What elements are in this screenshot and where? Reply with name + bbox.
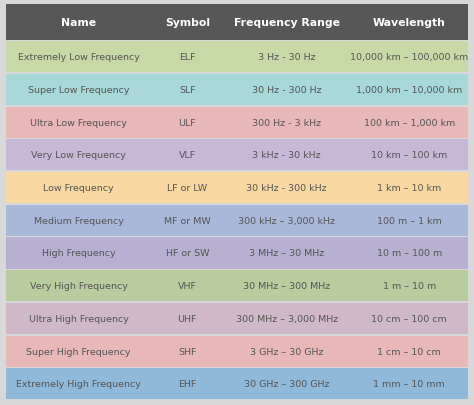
Bar <box>223 42 350 73</box>
Text: 10,000 km – 100,000 km: 10,000 km – 100,000 km <box>350 53 468 62</box>
Text: 300 kHz – 3,000 kHz: 300 kHz – 3,000 kHz <box>238 216 335 225</box>
Bar <box>151 75 223 106</box>
Text: 1 km – 10 km: 1 km – 10 km <box>377 183 441 193</box>
Text: Extremely High Frequency: Extremely High Frequency <box>16 379 141 388</box>
Text: VHF: VHF <box>178 281 197 290</box>
Bar <box>151 368 223 399</box>
Bar <box>350 75 468 106</box>
Bar <box>6 42 151 73</box>
Bar <box>350 205 468 236</box>
Text: Extremely Low Frequency: Extremely Low Frequency <box>18 53 139 62</box>
Text: MF or MW: MF or MW <box>164 216 210 225</box>
Text: HF or SW: HF or SW <box>165 249 209 258</box>
Text: 3 GHz – 30 GHz: 3 GHz – 30 GHz <box>250 347 323 356</box>
Bar <box>223 238 350 269</box>
Bar <box>223 75 350 106</box>
Bar <box>151 173 223 204</box>
Bar <box>6 107 151 139</box>
Bar <box>6 173 151 204</box>
Bar <box>6 271 151 301</box>
Text: 30 MHz – 300 MHz: 30 MHz – 300 MHz <box>243 281 330 290</box>
Text: VLF: VLF <box>179 151 196 160</box>
Bar <box>151 238 223 269</box>
Text: 3 Hz - 30 Hz: 3 Hz - 30 Hz <box>258 53 316 62</box>
Text: SLF: SLF <box>179 86 196 95</box>
Bar <box>151 205 223 236</box>
Text: UHF: UHF <box>178 314 197 323</box>
Text: ULF: ULF <box>178 118 196 127</box>
Bar <box>350 238 468 269</box>
Text: 30 Hz - 300 Hz: 30 Hz - 300 Hz <box>252 86 321 95</box>
Text: Medium Frequency: Medium Frequency <box>34 216 124 225</box>
Bar <box>223 271 350 301</box>
Bar <box>6 140 151 171</box>
Text: SHF: SHF <box>178 347 196 356</box>
Bar <box>350 140 468 171</box>
Bar <box>350 336 468 367</box>
Bar <box>223 140 350 171</box>
Bar <box>350 368 468 399</box>
Text: 10 cm – 100 cm: 10 cm – 100 cm <box>372 314 447 323</box>
Text: 10 km – 100 km: 10 km – 100 km <box>371 151 447 160</box>
Bar <box>223 107 350 139</box>
Bar <box>6 205 151 236</box>
Bar <box>350 271 468 301</box>
Text: 3 kHz - 30 kHz: 3 kHz - 30 kHz <box>253 151 321 160</box>
Text: 1 mm – 10 mm: 1 mm – 10 mm <box>374 379 445 388</box>
Bar <box>151 271 223 301</box>
Bar <box>350 42 468 73</box>
Bar <box>223 368 350 399</box>
Bar <box>223 336 350 367</box>
Text: 1 cm – 10 cm: 1 cm – 10 cm <box>377 347 441 356</box>
Bar <box>151 140 223 171</box>
Bar <box>350 5 468 41</box>
Bar <box>6 238 151 269</box>
Bar <box>350 107 468 139</box>
Text: Symbol: Symbol <box>165 18 210 28</box>
Text: Low Frequency: Low Frequency <box>43 183 114 193</box>
Bar <box>350 173 468 204</box>
Bar <box>151 303 223 334</box>
Bar <box>6 5 151 41</box>
Text: Wavelength: Wavelength <box>373 18 446 28</box>
Text: Very High Frequency: Very High Frequency <box>29 281 128 290</box>
Text: Ultra Low Frequency: Ultra Low Frequency <box>30 118 127 127</box>
Bar <box>151 336 223 367</box>
Text: Super Low Frequency: Super Low Frequency <box>28 86 129 95</box>
Text: 3 MHz – 30 MHz: 3 MHz – 30 MHz <box>249 249 324 258</box>
Bar <box>151 5 223 41</box>
Text: Ultra High Frequency: Ultra High Frequency <box>28 314 128 323</box>
Bar <box>6 303 151 334</box>
Text: Frequency Range: Frequency Range <box>234 18 340 28</box>
Bar <box>151 107 223 139</box>
Text: 1,000 km – 10,000 km: 1,000 km – 10,000 km <box>356 86 463 95</box>
Bar <box>223 173 350 204</box>
Text: 100 km – 1,000 km: 100 km – 1,000 km <box>364 118 455 127</box>
Text: 300 MHz – 3,000 MHz: 300 MHz – 3,000 MHz <box>236 314 338 323</box>
Text: EHF: EHF <box>178 379 196 388</box>
Text: 10 m – 100 m: 10 m – 100 m <box>377 249 442 258</box>
Bar <box>6 368 151 399</box>
Bar <box>6 336 151 367</box>
Text: 30 GHz – 300 GHz: 30 GHz – 300 GHz <box>244 379 329 388</box>
Bar <box>223 205 350 236</box>
Text: High Frequency: High Frequency <box>42 249 115 258</box>
Text: Name: Name <box>61 18 96 28</box>
Text: 30 kHz - 300 kHz: 30 kHz - 300 kHz <box>246 183 327 193</box>
Text: ELF: ELF <box>179 53 195 62</box>
Text: 300 Hz - 3 kHz: 300 Hz - 3 kHz <box>252 118 321 127</box>
Text: Very Low Frequency: Very Low Frequency <box>31 151 126 160</box>
Text: 100 m – 1 km: 100 m – 1 km <box>377 216 442 225</box>
Bar <box>223 303 350 334</box>
Bar <box>151 42 223 73</box>
Bar <box>350 303 468 334</box>
Text: LF or LW: LF or LW <box>167 183 207 193</box>
Text: 1 m – 10 m: 1 m – 10 m <box>383 281 436 290</box>
Bar <box>223 5 350 41</box>
Bar <box>6 75 151 106</box>
Text: Super High Frequency: Super High Frequency <box>26 347 131 356</box>
